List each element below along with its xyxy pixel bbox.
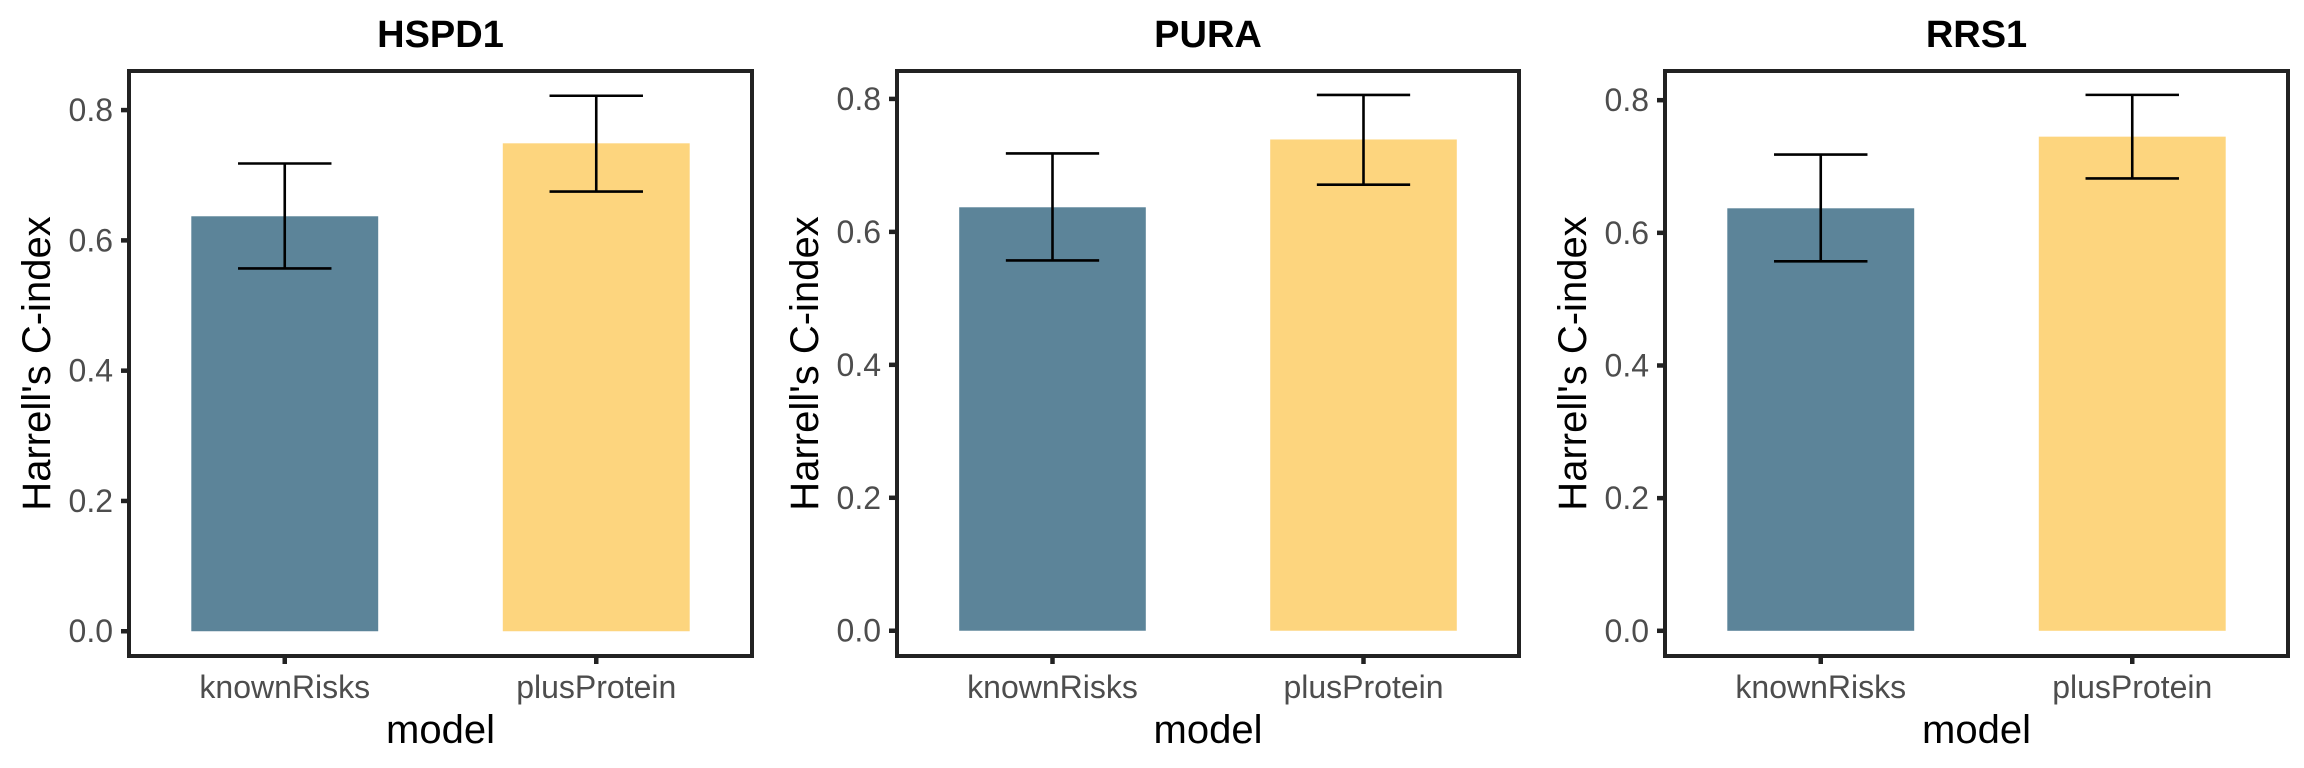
y-tick-label: 0.8 — [1605, 82, 1649, 118]
y-tick-label: 0.0 — [69, 613, 113, 649]
chart-panel-1: 0.0 0.2 0.4 0.6 0.8 knownRisks plusProtein HSPD… — [15, 14, 754, 752]
bar-plusProtein — [2038, 136, 2226, 631]
y-axis-title: Harrell's C-index — [1551, 216, 1595, 510]
y-tick-label: 0.4 — [837, 347, 881, 383]
error-bar-plusProtein — [1316, 93, 1411, 186]
y-tick-label: 0.2 — [1605, 480, 1649, 516]
bar-plusProtein — [1270, 139, 1457, 631]
y-tick-label: 0.6 — [1605, 215, 1649, 251]
y-tick-label: 0.2 — [69, 483, 113, 519]
x-tick-label-plusProtein: plusProtein — [1283, 669, 1443, 705]
error-bar-knownRisks — [238, 162, 332, 270]
y-tick-label: 0.0 — [837, 613, 881, 649]
x-tick-label-knownRisks: knownRisks — [199, 669, 370, 705]
x-tick-label-knownRisks: knownRisks — [967, 669, 1138, 705]
y-tick-label: 0.6 — [69, 222, 113, 258]
panel-title: RRS1 — [1926, 14, 2027, 56]
y-axis-title: Harrell's C-index — [15, 216, 59, 510]
chart-panel-3: 0.0 0.2 0.4 0.6 0.8 knownRisks plusProtein RRS1… — [1551, 14, 2290, 752]
bar-knownRisks — [1727, 208, 1915, 631]
x-tick-label-knownRisks: knownRisks — [1735, 669, 1906, 705]
chart-panel-2: 0.0 0.2 0.4 0.6 0.8 knownRisks plusProtein PURA… — [783, 14, 1521, 752]
y-tick-label: 0.6 — [837, 214, 881, 250]
y-tick-label: 0.0 — [1605, 613, 1649, 649]
plot-frame — [127, 69, 754, 658]
y-tick-label: 0.2 — [837, 480, 881, 516]
error-bar-knownRisks — [1774, 153, 1868, 263]
x-axis-title: model — [1922, 708, 2031, 752]
bar-knownRisks — [191, 216, 379, 632]
x-axis-title: model — [386, 708, 495, 752]
x-tick-label-plusProtein: plusProtein — [516, 669, 676, 705]
error-bar-knownRisks — [1005, 152, 1100, 262]
x-axis-title: model — [1154, 708, 1263, 752]
panel-title: HSPD1 — [377, 14, 504, 56]
y-tick-label: 0.4 — [69, 353, 113, 389]
y-tick-label: 0.4 — [1605, 347, 1649, 383]
bar-plusProtein — [502, 143, 690, 632]
y-tick-label: 0.8 — [69, 92, 113, 128]
error-bar-plusProtein — [549, 94, 643, 193]
bar-knownRisks — [959, 207, 1146, 631]
y-axis-title: Harrell's C-index — [783, 216, 827, 510]
panel-title: PURA — [1154, 14, 1262, 56]
y-tick-label: 0.8 — [837, 81, 881, 117]
x-tick-label-plusProtein: plusProtein — [2052, 669, 2212, 705]
error-bar-plusProtein — [2085, 93, 2179, 180]
